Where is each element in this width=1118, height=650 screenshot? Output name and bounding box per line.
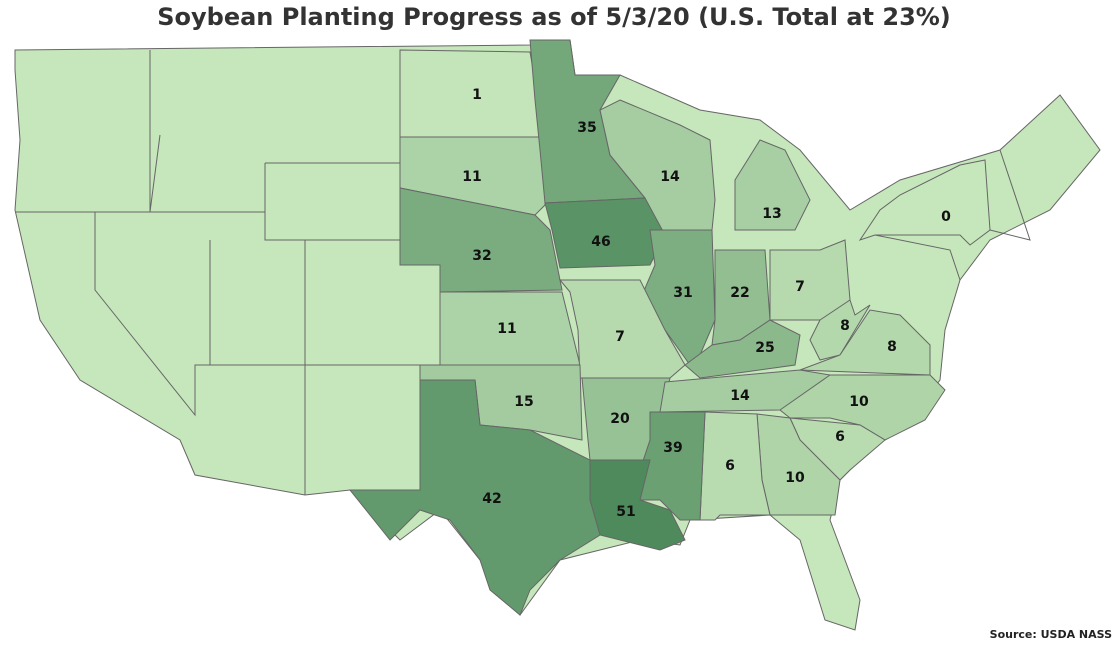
state-value-label: 31 — [673, 285, 692, 301]
map-title: Soybean Planting Progress as of 5/3/20 (… — [157, 3, 951, 31]
state-value-label: 32 — [472, 248, 491, 264]
state-value-label: 1 — [472, 87, 482, 103]
state-value-label: 10 — [785, 470, 805, 486]
state-region — [399, 187, 563, 293]
state-value-label: 11 — [497, 321, 516, 337]
state-value-label: 15 — [514, 394, 533, 410]
state-region — [399, 136, 546, 216]
state-region — [779, 374, 946, 441]
source-note: Source: USDA NASS — [990, 628, 1112, 641]
state-value-label: 13 — [762, 206, 781, 222]
state-value-label: 20 — [610, 411, 630, 427]
state-value-label: 22 — [730, 285, 749, 301]
state-value-label: 42 — [482, 491, 501, 507]
state-region — [684, 319, 801, 379]
state-value-label: 11 — [462, 169, 481, 185]
state-value-label: 14 — [660, 169, 680, 185]
state-value-label: 6 — [835, 429, 845, 445]
state-value-label: 39 — [663, 440, 682, 456]
state-region — [544, 197, 666, 269]
state-region — [809, 299, 871, 361]
state-region — [348, 379, 601, 616]
state-value-label: 0 — [941, 209, 951, 225]
state-region — [734, 139, 811, 231]
state-value-label: 8 — [887, 339, 897, 355]
state-region — [699, 411, 771, 521]
state-value-label: 10 — [849, 394, 869, 410]
state-value-label: 7 — [795, 279, 805, 295]
state-value-label: 14 — [730, 388, 750, 404]
state-region — [858, 159, 991, 246]
state-value-label: 7 — [615, 329, 625, 345]
state-region — [639, 411, 706, 521]
state-value-label: 6 — [725, 458, 735, 474]
state-value-label: 46 — [591, 234, 610, 250]
state-value-label: 51 — [616, 504, 635, 520]
state-value-label: 35 — [577, 120, 596, 136]
state-value-label: 8 — [840, 318, 850, 334]
state-value-label: 25 — [755, 340, 774, 356]
